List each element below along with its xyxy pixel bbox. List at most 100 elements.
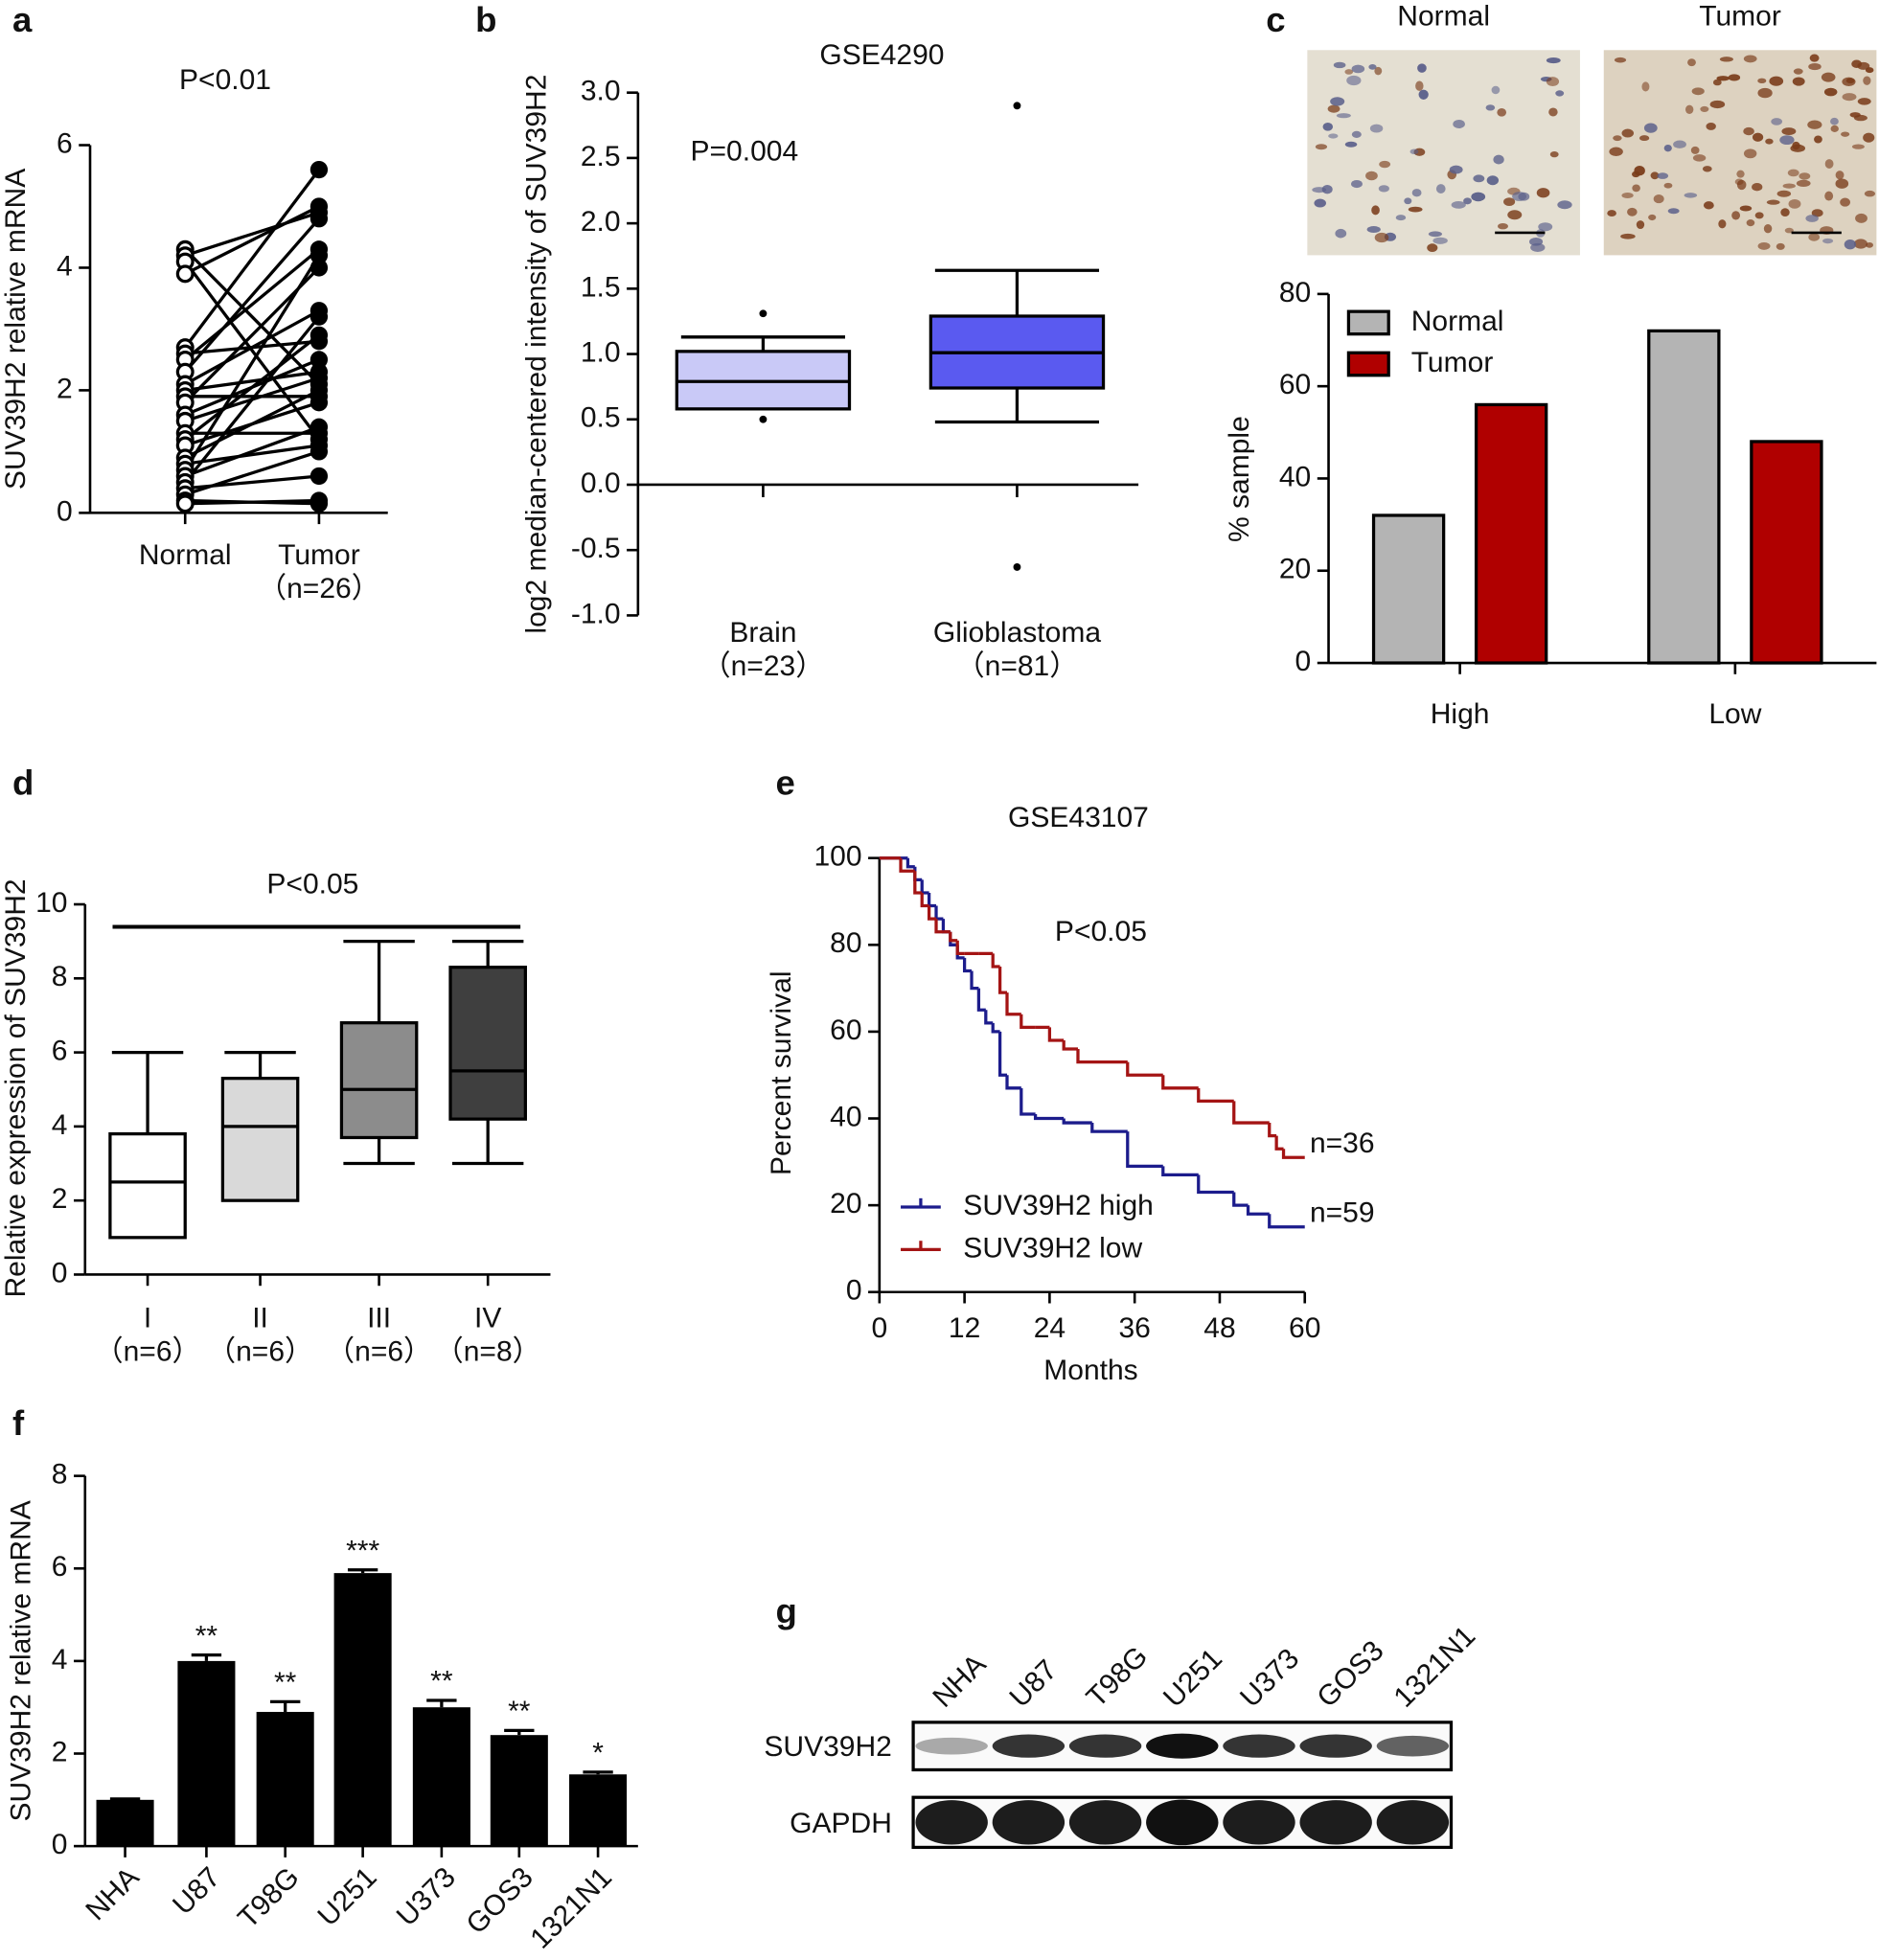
nucleus <box>1632 184 1640 193</box>
nucleus <box>1351 130 1362 138</box>
nucleus <box>1788 198 1801 209</box>
nucleus <box>1765 138 1774 145</box>
survival-step <box>1005 1075 1021 1090</box>
pair-line <box>185 370 320 393</box>
box <box>339 1021 419 1140</box>
y-tick-label: 8 <box>52 1459 68 1491</box>
y-tick-label: 1.5 <box>581 271 621 303</box>
nucleus <box>1418 89 1429 100</box>
nucleus <box>1473 174 1485 183</box>
nucleus <box>1408 206 1423 213</box>
point <box>309 351 329 369</box>
bar <box>1647 329 1721 665</box>
legend-swatch <box>1346 309 1390 336</box>
nucleus <box>1754 212 1764 219</box>
point <box>309 259 329 277</box>
nucleus <box>1636 220 1645 230</box>
point <box>309 308 329 326</box>
survival-step <box>941 919 951 934</box>
error-bar <box>426 1698 457 1708</box>
error-bar <box>347 1568 378 1574</box>
significance-label: ** <box>508 1696 531 1727</box>
survival-step <box>991 953 1000 969</box>
x-tick-sublabel: （n=8） <box>435 1336 541 1368</box>
nucleus <box>1739 205 1753 212</box>
significance-label: * <box>592 1737 604 1768</box>
y-tick-label: 0 <box>52 1829 68 1860</box>
nucleus <box>1549 150 1559 158</box>
y-tick-label: 40 <box>1279 461 1311 492</box>
pair-line <box>185 444 320 466</box>
y-axis-label: SUV39H2 relative mRNA <box>0 169 32 490</box>
blot-band <box>1068 1734 1142 1758</box>
point <box>309 197 329 216</box>
blot-band <box>1068 1800 1142 1845</box>
significance-label: ** <box>195 1620 218 1652</box>
survival-step <box>1161 1166 1199 1177</box>
nucleus <box>1409 148 1419 155</box>
nucleus <box>1706 122 1716 130</box>
survival-step <box>1161 1075 1199 1090</box>
box <box>108 1131 187 1240</box>
nucleus <box>1449 165 1463 174</box>
nucleus <box>1368 64 1377 70</box>
y-tick-label: 80 <box>830 927 861 959</box>
survival-step <box>1047 1027 1065 1042</box>
lane-label: T98G <box>1081 1640 1154 1713</box>
x-tick-label: 1321N1 <box>524 1861 618 1955</box>
y-tick-label: 40 <box>830 1101 861 1132</box>
nucleus <box>1528 237 1544 246</box>
point <box>309 369 329 387</box>
survival-step <box>1197 1174 1234 1195</box>
nucleus <box>1712 79 1722 86</box>
nucleus <box>1621 192 1634 199</box>
lane-label: U251 <box>1157 1643 1228 1714</box>
panel-letter: c <box>1266 0 1285 39</box>
nucleus <box>1808 62 1822 71</box>
chart-title: GSE4290 <box>819 39 944 71</box>
nucleus <box>1546 57 1561 64</box>
nucleus <box>1793 68 1803 75</box>
survival-step <box>1281 1149 1305 1159</box>
significance-label: *** <box>346 1535 379 1566</box>
nucleus <box>1493 154 1504 165</box>
outlier <box>759 415 768 423</box>
x-tick-label: NHA <box>80 1861 145 1926</box>
x-tick-label: III <box>367 1302 391 1333</box>
nucleus <box>1653 194 1664 204</box>
pair-line <box>184 308 320 386</box>
nucleus <box>1743 148 1757 159</box>
y-tick-label: 10 <box>35 887 67 919</box>
point <box>309 491 329 510</box>
bar <box>333 1573 392 1847</box>
box <box>448 966 527 1121</box>
lane-label: GOS3 <box>1311 1635 1389 1714</box>
bar <box>1750 440 1823 665</box>
survival-step <box>905 857 915 869</box>
nucleus <box>1365 171 1378 181</box>
pair-line <box>183 254 321 471</box>
nucleus <box>1703 201 1714 210</box>
panel-letter: d <box>12 763 34 803</box>
nucleus <box>1752 132 1764 142</box>
blot-band <box>992 1734 1066 1758</box>
survival-step <box>1232 1192 1249 1207</box>
y-tick-label: 4 <box>57 250 73 282</box>
nucleus <box>1842 77 1856 86</box>
nucleus <box>1844 239 1856 250</box>
nucleus <box>1335 228 1347 239</box>
nucleus <box>1395 215 1407 221</box>
nucleus <box>1333 61 1346 69</box>
bar <box>256 1712 314 1847</box>
chart-title: GSE43107 <box>1008 802 1149 833</box>
panel-letter: a <box>12 0 33 39</box>
survival-step <box>984 1010 994 1025</box>
nucleus <box>1321 185 1333 194</box>
row-label: SUV39H2 <box>764 1731 891 1763</box>
x-tick-label: I <box>144 1302 151 1333</box>
x-tick-sublabel: （n=81） <box>956 650 1079 682</box>
survival-step <box>1126 1061 1163 1077</box>
image-label: Tumor <box>1699 0 1781 32</box>
nucleus <box>1351 64 1365 74</box>
